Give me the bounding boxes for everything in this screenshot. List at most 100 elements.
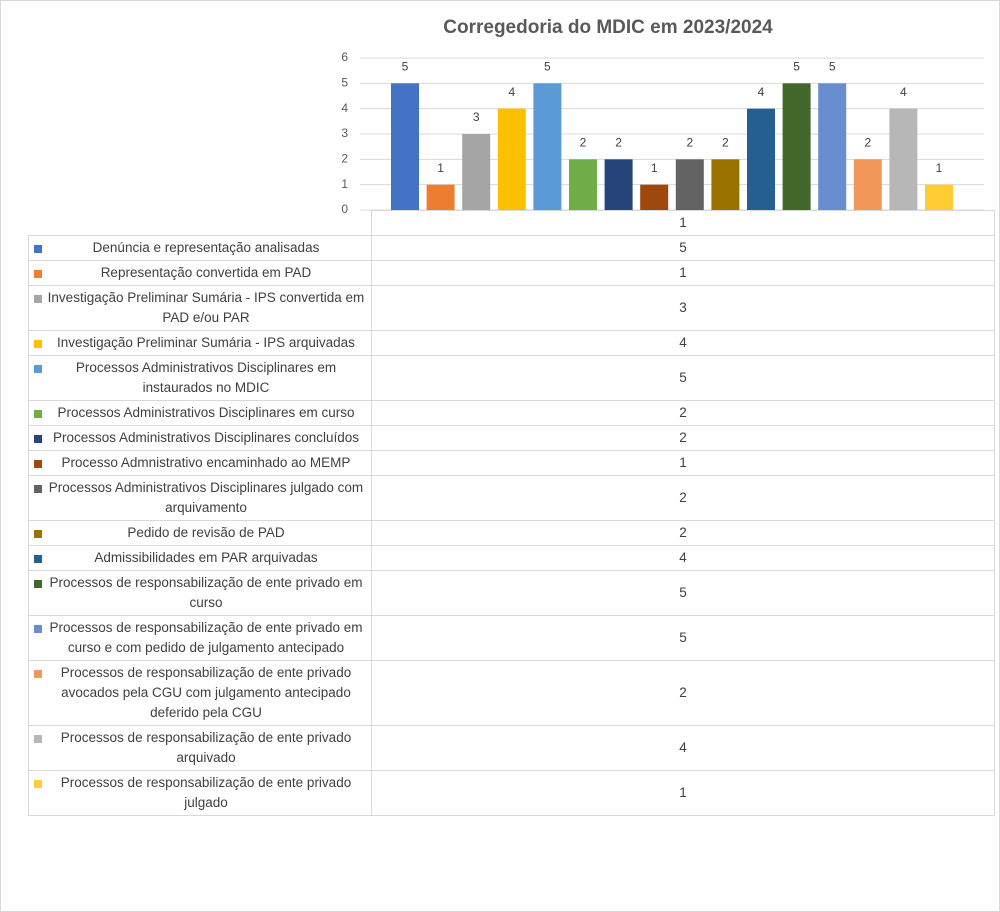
data-label: 1 (437, 161, 444, 175)
table-value: 1 (371, 770, 995, 816)
series-cell: Processos de responsabilização de ente p… (28, 615, 372, 661)
bar (782, 83, 811, 210)
legend-label: Admissibilidades em PAR arquivadas (94, 550, 318, 565)
legend-label: Investigação Preliminar Sumária - IPS co… (47, 290, 365, 325)
data-label: 5 (829, 60, 836, 74)
series-cell: Processo Admnistrativo encaminhado ao ME… (28, 450, 372, 476)
legend-label: Processos de responsabilização de ente p… (49, 620, 363, 655)
bar (462, 134, 491, 210)
y-tick-label: 3 (341, 126, 348, 140)
table-value: 2 (371, 660, 995, 726)
chart-title: Corregedoria do MDIC em 2023/2024 (443, 17, 773, 38)
data-label: 5 (402, 60, 409, 74)
legend-key (34, 530, 42, 538)
data-label: 1 (651, 161, 658, 175)
bar (889, 108, 918, 210)
series-cell: Processos Administrativos Disciplinares … (28, 475, 372, 521)
data-label: 4 (758, 85, 765, 99)
legend-key (34, 365, 42, 373)
bar (818, 83, 847, 210)
table-row: Processos Administrativos Disciplinares … (28, 400, 995, 426)
legend-key (34, 460, 42, 468)
legend-key (34, 485, 42, 493)
series-cell: Processos Administrativos Disciplinares … (28, 425, 372, 451)
table-header-row: 1 (28, 210, 995, 236)
legend-label: Processo Admnistrativo encaminhado ao ME… (61, 455, 351, 470)
table-row: Processos de responsabilização de ente p… (28, 660, 995, 726)
data-label: 2 (615, 136, 622, 150)
legend-label: Processos de responsabilização de ente p… (60, 775, 352, 810)
legend-key (34, 580, 42, 588)
series-cell: Processos de responsabilização de ente p… (28, 725, 372, 771)
legend-label: Processos de responsabilização de ente p… (60, 665, 352, 720)
table-row: Pedido de revisão de PAD 2 (28, 520, 995, 546)
table-value: 2 (371, 425, 995, 451)
legend-label: Processos Administrativos Disciplinares … (52, 430, 360, 445)
legend-key (34, 435, 42, 443)
table-row: Processos de responsabilização de ente p… (28, 770, 995, 816)
bar (853, 159, 882, 210)
legend-label: Denúncia e representação analisadas (92, 240, 320, 255)
legend-label: Processos de responsabilização de ente p… (60, 730, 352, 765)
legend-key (34, 295, 42, 303)
legend-key (34, 670, 42, 678)
data-label: 2 (686, 136, 693, 150)
table-value: 4 (371, 330, 995, 356)
table-value: 1 (371, 260, 995, 286)
data-label: 1 (936, 161, 943, 175)
table-value: 5 (371, 570, 995, 616)
table-row: Representação convertida em PAD 1 (28, 260, 995, 286)
bar (391, 83, 419, 210)
data-label: 3 (473, 110, 480, 124)
table-value: 2 (371, 520, 995, 546)
series-cell: Processos Administrativos Disciplinares … (28, 400, 372, 426)
y-tick-label: 4 (341, 101, 348, 115)
table-row: Processos Administrativos Disciplinares … (28, 425, 995, 451)
table-row: Processos de responsabilização de ente p… (28, 725, 995, 771)
bar (569, 159, 597, 210)
table-row: Denúncia e representação analisadas 5 (28, 235, 995, 261)
table-row: Investigação Preliminar Sumária - IPS ar… (28, 330, 995, 356)
table-value: 5 (371, 235, 995, 261)
y-tick-label: 5 (341, 76, 348, 90)
bar (711, 159, 740, 210)
legend-label: Representação convertida em PAD (100, 265, 312, 280)
legend-key (34, 625, 42, 633)
bar (533, 83, 562, 210)
legend-key (34, 410, 42, 418)
legend-label: Processos Administrativos Disciplinares … (75, 360, 337, 395)
table-value: 5 (371, 615, 995, 661)
table-row: Processos de responsabilização de ente p… (28, 570, 995, 616)
bar (675, 159, 704, 210)
legend-key (34, 735, 42, 743)
bar (747, 108, 775, 210)
table-value: 2 (371, 400, 995, 426)
table-value: 4 (371, 725, 995, 771)
table-row: Processo Admnistrativo encaminhado ao ME… (28, 450, 995, 476)
table-row: Processos Administrativos Disciplinares … (28, 355, 995, 401)
series-cell: Processos de responsabilização de ente p… (28, 570, 372, 616)
y-tick-label: 6 (341, 50, 348, 64)
data-label: 4 (508, 85, 515, 99)
header-empty (28, 210, 372, 236)
legend-label: Processos de responsabilização de ente p… (49, 575, 363, 610)
series-cell: Processos Administrativos Disciplinares … (28, 355, 372, 401)
bar (925, 184, 953, 210)
data-label: 4 (900, 85, 907, 99)
legend-label: Pedido de revisão de PAD (127, 525, 285, 540)
table-value: 3 (371, 285, 995, 331)
series-cell: Investigação Preliminar Sumária - IPS ar… (28, 330, 372, 356)
table-row: Admissibilidades em PAR arquivadas 4 (28, 545, 995, 571)
legend-label: Investigação Preliminar Sumária - IPS ar… (57, 335, 355, 350)
bar (426, 184, 455, 210)
table-value: 2 (371, 475, 995, 521)
table-row: Processos de responsabilização de ente p… (28, 615, 995, 661)
legend-key (34, 780, 42, 788)
legend-key (34, 270, 42, 278)
legend-key (34, 245, 42, 253)
data-label: 2 (864, 136, 871, 150)
series-cell: Processos de responsabilização de ente p… (28, 660, 372, 726)
series-cell: Investigação Preliminar Sumária - IPS co… (28, 285, 372, 331)
table-value: 1 (371, 450, 995, 476)
